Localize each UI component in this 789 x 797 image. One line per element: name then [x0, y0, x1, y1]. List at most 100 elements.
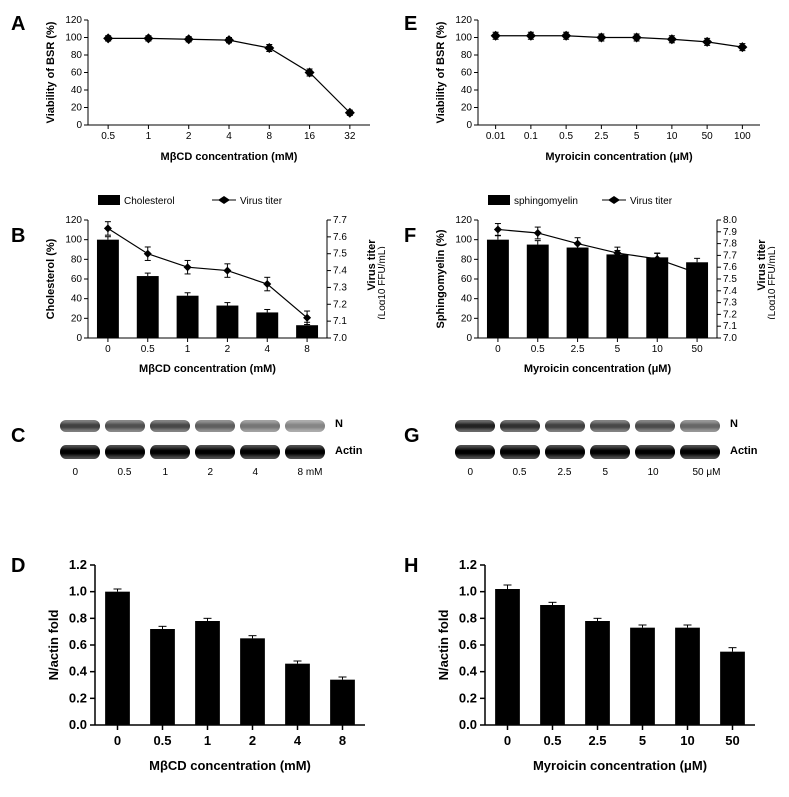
svg-text:7.3: 7.3 [723, 298, 737, 309]
svg-text:80: 80 [71, 254, 83, 265]
panel-label-D: D [11, 555, 25, 578]
svg-text:0: 0 [76, 333, 82, 344]
svg-text:100: 100 [65, 235, 82, 246]
panel-label-H: H [404, 555, 418, 578]
svg-text:0: 0 [76, 120, 82, 131]
svg-text:Virus titer: Virus titer [630, 196, 673, 207]
svg-text:Myroicin concentration (μM): Myroicin concentration (μM) [545, 151, 693, 163]
svg-text:50: 50 [725, 733, 739, 748]
svg-text:Cholesterol: Cholesterol [124, 196, 175, 207]
svg-text:60: 60 [71, 274, 83, 285]
svg-text:1.2: 1.2 [459, 557, 477, 572]
svg-text:7.7: 7.7 [333, 215, 347, 226]
svg-text:32: 32 [344, 131, 356, 142]
svg-text:MβCD concentration (mM): MβCD concentration (mM) [139, 363, 276, 375]
svg-text:Myroicin concentration (μM): Myroicin concentration (μM) [533, 758, 707, 773]
svg-text:0: 0 [466, 333, 472, 344]
chart-A: 0204060801001200.512481632MβCD concentra… [40, 10, 380, 170]
svg-text:0.5: 0.5 [543, 733, 561, 748]
svg-text:5: 5 [615, 344, 621, 355]
svg-text:100: 100 [734, 131, 751, 142]
svg-text:40: 40 [71, 294, 83, 305]
svg-text:MβCD concentration (mM): MβCD concentration (mM) [149, 758, 311, 773]
svg-text:7.8: 7.8 [723, 239, 737, 250]
svg-text:7.6: 7.6 [723, 262, 737, 273]
svg-text:MβCD concentration (mM): MβCD concentration (mM) [161, 151, 298, 163]
svg-text:10: 10 [680, 733, 694, 748]
svg-text:16: 16 [304, 131, 316, 142]
svg-text:0.4: 0.4 [69, 664, 88, 679]
svg-text:0.2: 0.2 [459, 690, 477, 705]
blot-G: NActin00.52.551050 μM [455, 415, 755, 515]
svg-text:7.5: 7.5 [333, 249, 347, 260]
svg-text:0.01: 0.01 [486, 131, 506, 142]
svg-text:1: 1 [146, 131, 152, 142]
chart-F: sphingomyelinVirus titer0204060801001207… [430, 185, 775, 380]
panel-label-F: F [404, 225, 416, 248]
svg-text:7.4: 7.4 [723, 286, 737, 297]
svg-text:N/actin fold: N/actin fold [436, 610, 451, 681]
svg-text:40: 40 [461, 294, 473, 305]
svg-text:7.1: 7.1 [723, 321, 737, 332]
svg-text:80: 80 [461, 50, 473, 61]
svg-text:120: 120 [455, 215, 472, 226]
svg-text:Sphingomyelin (%): Sphingomyelin (%) [435, 229, 447, 328]
svg-text:10: 10 [652, 344, 664, 355]
svg-text:5: 5 [639, 733, 646, 748]
svg-text:0: 0 [105, 344, 111, 355]
svg-text:0.5: 0.5 [531, 344, 545, 355]
svg-text:N/actin fold: N/actin fold [46, 610, 61, 681]
svg-text:0: 0 [495, 344, 501, 355]
svg-text:7.1: 7.1 [333, 316, 347, 327]
svg-text:2: 2 [186, 131, 192, 142]
svg-text:2.5: 2.5 [571, 344, 585, 355]
blot-C: NActin00.51248 mM [60, 415, 360, 515]
svg-text:1.2: 1.2 [69, 557, 87, 572]
svg-text:7.2: 7.2 [723, 309, 737, 320]
svg-text:0.6: 0.6 [459, 637, 477, 652]
svg-text:100: 100 [455, 235, 472, 246]
svg-text:Myroicin concentration (μM): Myroicin concentration (μM) [524, 363, 672, 375]
svg-text:0.0: 0.0 [69, 717, 87, 732]
svg-text:(Log10 FFU/mL): (Log10 FFU/mL) [377, 246, 385, 319]
svg-text:120: 120 [65, 15, 82, 26]
svg-text:4: 4 [264, 344, 270, 355]
svg-text:100: 100 [455, 33, 472, 44]
svg-text:7.3: 7.3 [333, 282, 347, 293]
svg-text:8: 8 [267, 131, 273, 142]
svg-text:0: 0 [504, 733, 511, 748]
svg-text:0.5: 0.5 [559, 131, 573, 142]
svg-text:7.2: 7.2 [333, 299, 347, 310]
svg-text:7.0: 7.0 [333, 333, 347, 344]
svg-text:7.5: 7.5 [723, 274, 737, 285]
svg-text:7.4: 7.4 [333, 266, 347, 277]
svg-text:0.4: 0.4 [459, 664, 478, 679]
svg-text:7.6: 7.6 [333, 232, 347, 243]
svg-text:8: 8 [304, 344, 310, 355]
svg-text:0.5: 0.5 [141, 344, 155, 355]
svg-text:Virus titer: Virus titer [240, 196, 283, 207]
panel-label-A: A [11, 13, 25, 36]
panel-label-C: C [11, 425, 25, 448]
svg-text:5: 5 [634, 131, 640, 142]
svg-text:60: 60 [71, 68, 83, 79]
svg-text:0: 0 [466, 120, 472, 131]
svg-text:0.0: 0.0 [459, 717, 477, 732]
svg-text:2: 2 [225, 344, 231, 355]
svg-text:7.7: 7.7 [723, 250, 737, 261]
svg-text:120: 120 [455, 15, 472, 26]
svg-text:40: 40 [71, 85, 83, 96]
svg-text:10: 10 [666, 131, 678, 142]
panel-label-G: G [404, 425, 420, 448]
svg-text:40: 40 [461, 85, 473, 96]
svg-text:20: 20 [71, 313, 83, 324]
svg-text:2.5: 2.5 [588, 733, 606, 748]
svg-text:0.6: 0.6 [69, 637, 87, 652]
svg-text:60: 60 [461, 274, 473, 285]
svg-text:1.0: 1.0 [69, 584, 87, 599]
chart-E: 0204060801001200.010.10.52.551050100Myro… [430, 10, 770, 170]
svg-text:60: 60 [461, 68, 473, 79]
svg-text:0: 0 [114, 733, 121, 748]
chart-H: 0.00.20.40.60.81.01.200.52.551050Myroici… [430, 555, 770, 780]
svg-text:0.8: 0.8 [459, 610, 477, 625]
